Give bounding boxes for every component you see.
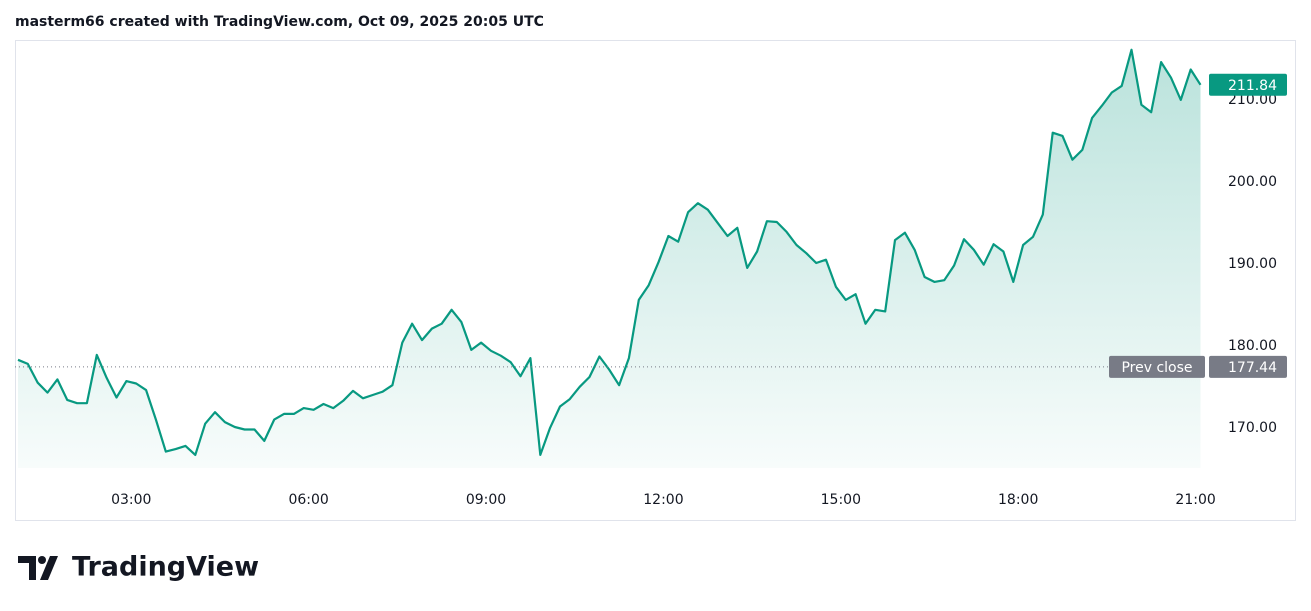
prev-close-value: 177.44 (1228, 360, 1277, 376)
logo-mark (40, 556, 58, 580)
x-tick-label: 09:00 (466, 492, 506, 508)
x-tick-label: 06:00 (288, 492, 328, 508)
chart-frame (15, 40, 1296, 521)
y-tick-label: 180.00 (1228, 338, 1277, 354)
plot-area: 170.00 180.00 190.00 200.00 210.00 03:00 06:00… (15, 48, 1287, 508)
x-tick-label: 18:00 (998, 492, 1038, 508)
last-price-label: 211.84 (1228, 78, 1277, 94)
y-tick-label: 200.00 (1228, 174, 1277, 190)
x-tick-label: 15:00 (821, 492, 861, 508)
brand-logo: TradingView (18, 552, 259, 583)
logo-mark (38, 556, 46, 564)
x-tick-label: 21:00 (1175, 492, 1215, 508)
area-fill (18, 49, 1201, 469)
y-tick-label: 210.00 (1228, 92, 1277, 108)
price-line (17, 48, 1202, 456)
prev-close-value-badge (1209, 355, 1287, 378)
logo-mark (18, 556, 36, 580)
last-price-badge (1209, 73, 1287, 96)
prev-close-label: Prev close (1121, 360, 1192, 376)
chart-title: masterm66 created with TradingView.com, … (15, 14, 544, 30)
brand-name: TradingView (72, 552, 259, 583)
y-tick-label: 170.00 (1228, 420, 1277, 436)
x-tick-label: 03:00 (111, 492, 151, 508)
x-tick-label: 12:00 (643, 492, 683, 508)
y-tick-label: 190.00 (1228, 256, 1277, 272)
prev-close-badge (1109, 355, 1205, 378)
